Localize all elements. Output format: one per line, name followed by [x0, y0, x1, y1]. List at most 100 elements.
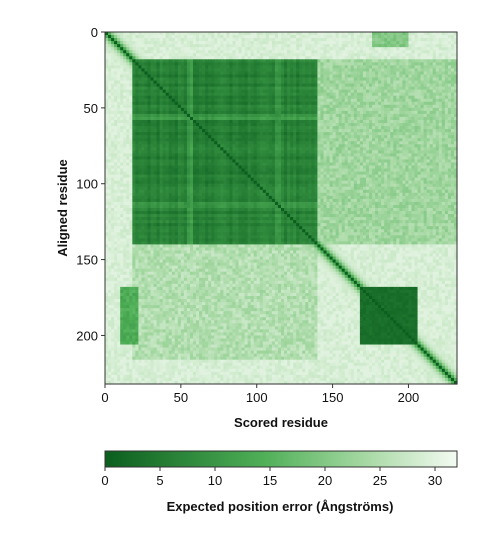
heatmap-cell	[375, 101, 379, 106]
heatmap-cell	[396, 50, 400, 54]
heatmap-cell	[453, 47, 458, 51]
heatmap-cell	[402, 89, 407, 94]
heatmap-cell	[253, 32, 258, 36]
heatmap-cell	[341, 92, 346, 97]
heatmap-cell	[420, 86, 425, 91]
heatmap-cell	[332, 38, 337, 42]
heatmap-cell	[226, 110, 231, 115]
heatmap-cell	[447, 32, 452, 36]
heatmap-cell	[335, 83, 340, 88]
heatmap-cell	[186, 113, 191, 118]
heatmap-cell	[220, 53, 224, 57]
heatmap-cell	[317, 98, 322, 103]
heatmap-cell	[253, 83, 258, 88]
heatmap-cell	[362, 35, 367, 39]
heatmap-cell	[390, 92, 394, 97]
heatmap-cell	[165, 104, 170, 109]
heatmap-cell	[256, 80, 261, 85]
heatmap-cell	[369, 101, 373, 106]
heatmap-cell	[150, 120, 155, 124]
heatmap-cell	[435, 74, 440, 79]
heatmap-cell	[384, 116, 388, 121]
heatmap-cell	[417, 41, 422, 45]
heatmap-cell	[347, 89, 352, 94]
heatmap-cell	[387, 98, 391, 103]
heatmap-cell	[241, 77, 246, 82]
heatmap-cell	[138, 126, 143, 130]
heatmap-cell	[453, 32, 458, 36]
heatmap-cell	[287, 107, 291, 112]
heatmap-cell	[147, 50, 152, 54]
heatmap-cell	[171, 129, 176, 133]
heatmap-cell	[229, 59, 234, 63]
heatmap-cell	[205, 38, 209, 42]
heatmap-cell	[147, 71, 152, 76]
heatmap-cell	[126, 59, 130, 63]
heatmap-cell	[259, 62, 264, 66]
heatmap-cell	[244, 104, 249, 109]
heatmap-cell	[220, 110, 224, 115]
heatmap-cell	[226, 68, 231, 73]
heatmap-cell	[320, 74, 325, 79]
heatmap-cell	[384, 38, 388, 42]
heatmap-cell	[117, 77, 121, 82]
heatmap-cell	[165, 50, 170, 54]
heatmap-cell	[226, 32, 231, 36]
heatmap-cell	[271, 104, 276, 109]
heatmap-cell	[196, 44, 200, 48]
heatmap-cell	[372, 86, 376, 91]
heatmap-cell	[429, 38, 434, 42]
heatmap-cell	[193, 120, 197, 124]
heatmap-cell	[259, 35, 264, 39]
heatmap-cell	[372, 62, 376, 66]
heatmap-cell	[129, 120, 133, 124]
heatmap-cell	[274, 56, 279, 60]
heatmap-cell	[384, 41, 388, 45]
heatmap-cell	[429, 53, 434, 57]
heatmap-cell	[244, 71, 249, 76]
heatmap-cell	[441, 38, 446, 42]
heatmap-cell	[284, 92, 288, 97]
heatmap-cell	[268, 65, 273, 70]
heatmap-cell	[153, 65, 158, 70]
heatmap-cell	[341, 86, 346, 91]
heatmap-cell	[372, 83, 376, 88]
heatmap-cell	[311, 35, 315, 39]
heatmap-cell	[359, 47, 364, 51]
heatmap-cell	[372, 44, 376, 48]
heatmap-cell	[265, 65, 270, 70]
heatmap-cell	[120, 65, 124, 70]
heatmap-cell	[226, 116, 231, 121]
heatmap-cell	[290, 41, 294, 45]
heatmap-cell	[311, 62, 315, 66]
heatmap-cell	[296, 38, 300, 42]
heatmap-cell	[450, 92, 455, 97]
heatmap-cell	[105, 98, 109, 103]
heatmap-cell	[399, 50, 403, 54]
heatmap-cell	[168, 44, 173, 48]
heatmap-cell	[408, 123, 413, 127]
heatmap-cell	[335, 47, 340, 51]
heatmap-cell	[156, 56, 161, 60]
heatmap-cell	[186, 110, 191, 115]
heatmap-cell	[432, 68, 437, 73]
heatmap-cell	[378, 35, 382, 39]
heatmap-cell	[114, 104, 118, 109]
heatmap-cell	[250, 116, 255, 121]
heatmap-cell	[305, 68, 309, 73]
heatmap-cell	[356, 113, 361, 118]
heatmap-cell	[171, 120, 176, 124]
heatmap-cell	[353, 83, 358, 88]
heatmap-cell	[244, 35, 249, 39]
heatmap-cell	[159, 89, 164, 94]
heatmap-cell	[432, 110, 437, 115]
heatmap-cell	[238, 50, 243, 54]
heatmap-cell	[384, 65, 388, 70]
heatmap-cell	[378, 95, 382, 100]
heatmap-cell	[411, 41, 416, 45]
heatmap-cell	[262, 123, 267, 127]
heatmap-cell	[444, 113, 449, 118]
heatmap-cell	[211, 41, 215, 45]
heatmap-cell	[296, 41, 300, 45]
heatmap-cell	[390, 65, 394, 70]
